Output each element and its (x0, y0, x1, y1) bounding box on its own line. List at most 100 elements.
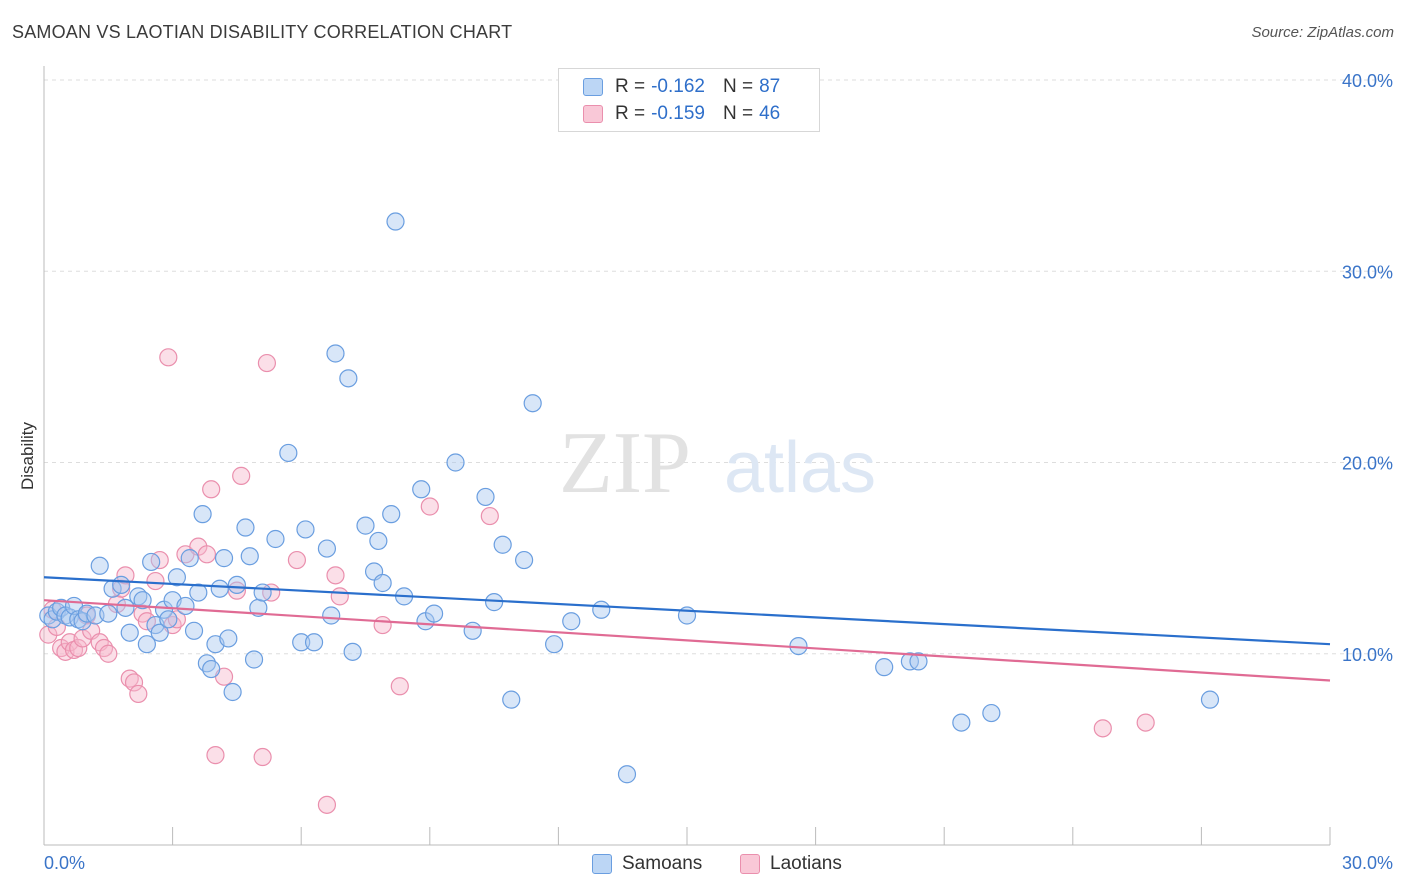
samoan-point (382, 505, 401, 524)
laotian-point (232, 466, 251, 485)
samoan-point (99, 604, 118, 623)
y-tick-label: 30.0% (1342, 262, 1393, 282)
chart-title: SAMOAN VS LAOTIAN DISABILITY CORRELATION… (12, 22, 513, 42)
samoan-point (592, 600, 611, 619)
samoan-point (617, 765, 637, 784)
samoan-point (909, 652, 928, 671)
samoans-r-value: -0.162 (651, 76, 705, 97)
laotian-point (146, 571, 165, 591)
samoan-point (502, 690, 521, 709)
samoan-point (446, 453, 465, 472)
laotians-swatch (583, 105, 603, 123)
bottom-legend-samoans: Samoans (592, 851, 702, 877)
laotian-point (116, 566, 135, 585)
samoan-point (167, 568, 186, 587)
samoans-n-label: N = (722, 76, 754, 97)
y-tick-label: 40.0% (1342, 71, 1393, 91)
samoan-point (142, 552, 161, 572)
bottom-legend-laotians: Laotians (740, 851, 842, 877)
samoan-point (326, 344, 345, 363)
samoan-point (322, 606, 341, 625)
y-tick-label: 10.0% (1342, 645, 1393, 665)
samoans-n-value: 87 (759, 76, 781, 97)
laotian-point (99, 644, 118, 663)
laotian-point (317, 795, 337, 814)
samoan-point (244, 650, 264, 669)
samoan-point (317, 539, 337, 558)
laotians-r-value: -0.159 (651, 103, 705, 124)
laotian-point (69, 638, 88, 658)
laotian-point (1136, 713, 1155, 732)
laotian-point (287, 550, 307, 570)
trend-lines (43, 576, 1331, 682)
source-credit: Source: ZipAtlas.com (1251, 24, 1394, 41)
laotian-point (202, 480, 221, 499)
samoan-point (240, 547, 259, 566)
legend-row-samoans: R = -0.162 N = 87 (583, 74, 780, 100)
samoan-point (223, 682, 242, 702)
samoan-point (339, 369, 358, 388)
samoan-point (1200, 690, 1220, 709)
laotian-point (253, 747, 272, 767)
samoan-point (493, 535, 512, 554)
legend-row-laotians: R = -0.159 N = 46 (583, 101, 780, 127)
samoan-point (304, 633, 324, 652)
laotian-point (390, 677, 409, 696)
samoan-point (476, 487, 495, 507)
samoans-swatch (583, 78, 603, 96)
laotian-point (206, 746, 225, 765)
samoan-point (343, 642, 362, 661)
samoan-point (236, 518, 255, 537)
laotian-point (129, 684, 148, 704)
samoan-point (150, 623, 169, 642)
samoan-point (193, 505, 212, 524)
samoan-point (202, 659, 221, 679)
samoans-points (39, 212, 1220, 784)
samoan-point (373, 573, 392, 593)
samoan-point (219, 629, 238, 648)
laotian-point (373, 615, 392, 635)
samoan-point (112, 575, 131, 595)
watermark-atlas: atlas (724, 428, 876, 508)
laotian-point (326, 566, 345, 585)
samoan-point (253, 583, 272, 602)
laotians-n-label: N = (722, 103, 754, 124)
samoan-point (982, 703, 1001, 723)
samoan-point (485, 593, 504, 612)
samoan-point (356, 516, 375, 535)
bottom-samoans-swatch (592, 854, 612, 874)
samoan-point (137, 635, 156, 654)
samoan-point (133, 591, 152, 610)
samoan-point (184, 621, 204, 640)
samoan-point (292, 633, 311, 652)
samoan-point (189, 583, 208, 602)
laotian-point (197, 545, 216, 564)
gridlines (44, 79, 1392, 655)
y-tick-label: 20.0% (1342, 454, 1393, 474)
axes (43, 66, 1331, 846)
laotian-point (257, 353, 277, 373)
samoan-point (159, 610, 178, 629)
samoan-point (424, 604, 444, 623)
x-tick-label: 30.0% (1342, 853, 1393, 873)
samoan-point (210, 579, 229, 598)
watermark-zip: ZIP (559, 415, 691, 512)
laotian-point (1093, 719, 1112, 738)
samoan-point (116, 598, 135, 617)
samoan-point (875, 658, 894, 677)
samoan-point (562, 612, 581, 631)
samoan-point (227, 575, 246, 595)
samoans-trend-line (43, 576, 1331, 646)
samoan-point (523, 394, 542, 413)
tick-labels: 10.0% 20.0% 30.0% 40.0% 0.0% 30.0% (44, 71, 1393, 873)
laotian-point (420, 497, 439, 516)
laotian-point (480, 506, 499, 526)
samoan-point (952, 713, 971, 732)
laotians-r-label: R = (615, 103, 646, 124)
samoan-point (386, 212, 405, 231)
laotian-point (137, 612, 156, 631)
samoan-point (412, 480, 431, 499)
samoan-point (266, 529, 285, 549)
bottom-samoans-label: Samoans (622, 853, 703, 874)
